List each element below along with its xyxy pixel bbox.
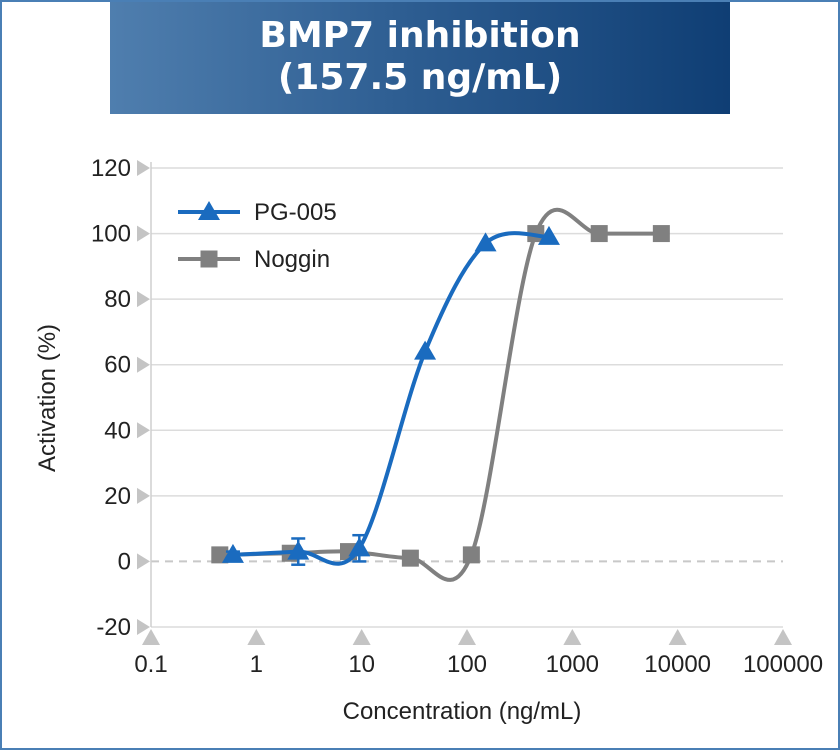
grid-layer bbox=[151, 167, 783, 628]
y-tick-marker bbox=[137, 160, 150, 176]
x-tick-label: 10 bbox=[348, 651, 375, 678]
data-point bbox=[590, 225, 608, 243]
data-point bbox=[537, 225, 560, 245]
y-tick-label: 40 bbox=[104, 417, 131, 444]
axis-layer: 120 100 80 60 40 20 0 -200.1 1 10 100 1000 10000 1000… bbox=[91, 155, 823, 678]
y-tick-label: 20 bbox=[104, 483, 131, 510]
legend-marker bbox=[198, 201, 220, 220]
legend-marker bbox=[200, 250, 218, 268]
y-tick-marker bbox=[137, 291, 150, 308]
y-tick-marker bbox=[137, 619, 150, 635]
x-tick-label: 1000 bbox=[546, 651, 599, 678]
legend: PG-005 Noggin bbox=[178, 199, 337, 273]
y-tick-label: 60 bbox=[104, 352, 131, 379]
y-tick-marker bbox=[137, 553, 150, 570]
data-point bbox=[211, 546, 229, 564]
y-tick-marker bbox=[137, 422, 150, 439]
y-tick-label: -20 bbox=[96, 614, 131, 641]
data-point bbox=[221, 543, 244, 563]
y-tick-label: 0 bbox=[118, 548, 131, 575]
x-tick-marker bbox=[142, 629, 160, 645]
series-layer bbox=[211, 207, 670, 582]
chart-subtitle: (157.5 ng/mL) bbox=[277, 57, 563, 98]
x-tick-marker bbox=[774, 629, 792, 645]
chart-title: BMP7 inhibition bbox=[259, 15, 581, 56]
data-point bbox=[287, 540, 310, 560]
y-tick-marker bbox=[137, 225, 150, 242]
y-axis-title: Activation (%) bbox=[34, 324, 61, 472]
x-tick-label: 0.1 bbox=[134, 651, 167, 678]
x-tick-marker bbox=[458, 629, 476, 645]
x-tick-marker bbox=[352, 629, 371, 645]
x-tick-label: 100 bbox=[447, 651, 487, 678]
y-tick-label: 100 bbox=[91, 221, 131, 248]
y-tick-marker bbox=[137, 487, 150, 504]
chart-title-banner: BMP7 inhibition (157.5 ng/mL) bbox=[110, 2, 730, 114]
y-tick-label: 120 bbox=[91, 155, 131, 182]
data-point bbox=[462, 546, 480, 564]
data-point bbox=[474, 232, 497, 252]
data-point bbox=[414, 340, 437, 360]
x-tick-label: 1 bbox=[250, 651, 263, 678]
legend-label: PG-005 bbox=[254, 199, 337, 226]
x-tick-label: 10000 bbox=[644, 651, 711, 678]
x-tick-marker bbox=[668, 629, 687, 645]
x-tick-marker bbox=[563, 629, 582, 645]
data-point bbox=[401, 549, 419, 567]
y-tick-label: 80 bbox=[104, 286, 131, 313]
data-point bbox=[652, 225, 670, 243]
x-tick-marker bbox=[247, 629, 266, 645]
x-tick-label: 100000 bbox=[743, 651, 823, 678]
data-point bbox=[348, 537, 371, 557]
y-tick-marker bbox=[137, 356, 150, 373]
legend-label: Noggin bbox=[254, 246, 330, 273]
x-axis-title: Concentration (ng/mL) bbox=[343, 698, 582, 725]
